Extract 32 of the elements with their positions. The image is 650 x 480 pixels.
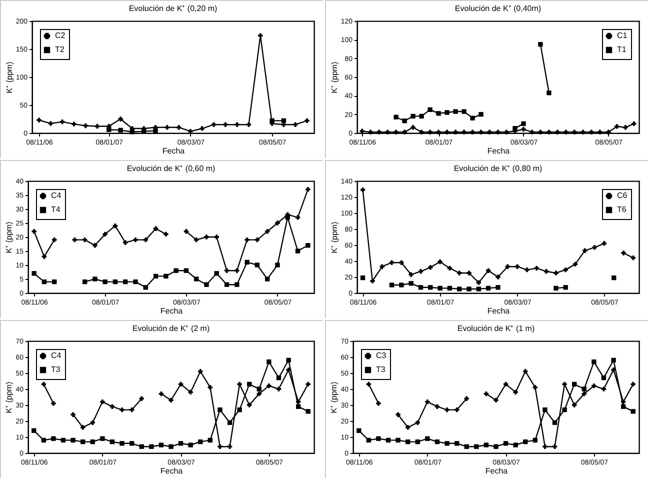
legend-label: C4 bbox=[51, 191, 62, 200]
legend-label: T4 bbox=[51, 205, 61, 214]
legend-label: C3 bbox=[376, 351, 387, 360]
y-axis-title: K⁺ (ppm) bbox=[4, 221, 14, 254]
chart-title: Evolución de K⁺ (0,40m) bbox=[454, 4, 542, 13]
point bbox=[466, 286, 472, 292]
legend-label: C2 bbox=[55, 31, 66, 40]
chart-title: Evolución de K⁺ (0,20 m) bbox=[128, 4, 218, 13]
legend-label: T3 bbox=[51, 365, 61, 374]
legend-label: T6 bbox=[617, 205, 627, 214]
chart-title: Evolución de K⁺ (2 m) bbox=[132, 324, 210, 333]
legend-label: C1 bbox=[617, 31, 628, 40]
x-axis-title: Fecha bbox=[160, 306, 184, 316]
chart-title: Evolución de K⁺ (0,80 m) bbox=[454, 164, 543, 173]
chart-title: Evolución de K⁺ (0,60 m) bbox=[126, 164, 216, 173]
x-axis-title: Fecha bbox=[160, 466, 184, 476]
y-axis-title: K⁺ (ppm) bbox=[4, 381, 14, 414]
x-axis-title: Fecha bbox=[487, 306, 510, 316]
point bbox=[621, 250, 626, 256]
legend-label: C4 bbox=[51, 351, 62, 360]
y-axis-title: K⁺ (ppm) bbox=[4, 61, 14, 94]
y-axis-title: K⁺ (ppm) bbox=[330, 61, 339, 94]
legend-label: T3 bbox=[376, 365, 386, 374]
x-axis-title: Fecha bbox=[485, 466, 508, 476]
y-axis-title: K⁺ (ppm) bbox=[330, 381, 339, 414]
legend-label: T1 bbox=[617, 45, 627, 54]
x-axis-title: Fecha bbox=[487, 146, 510, 156]
legend-label: T2 bbox=[55, 45, 65, 54]
y-axis-title: K⁺ (ppm) bbox=[330, 221, 339, 254]
legend-label: C6 bbox=[617, 191, 628, 200]
x-axis-title: Fecha bbox=[162, 146, 186, 156]
chart-title: Evolución de K⁺ (1 m) bbox=[457, 324, 535, 333]
